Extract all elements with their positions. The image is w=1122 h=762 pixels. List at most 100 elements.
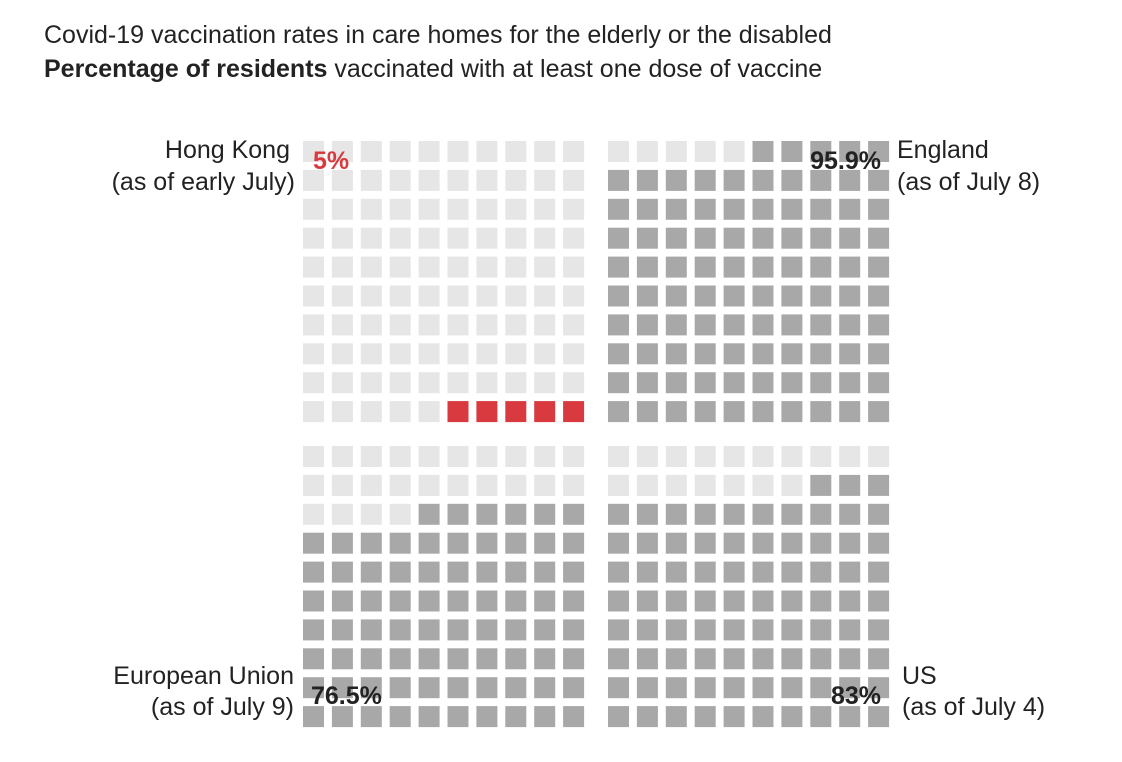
hong-kong-waffle-cell <box>563 141 585 162</box>
european-union-waffle-cell <box>534 590 556 612</box>
us-waffle-cell <box>636 503 658 525</box>
hong-kong-waffle-cell <box>303 198 324 220</box>
england-waffle-cell <box>723 343 745 365</box>
hong-kong-waffle-cell <box>534 401 556 423</box>
england-waffle-cell <box>665 314 687 336</box>
european-union-waffle-cell <box>476 561 498 583</box>
european-union-waffle-cell <box>303 474 324 496</box>
england-waffle-cell <box>752 198 774 220</box>
england-waffle-cell <box>752 401 774 423</box>
us-value-label: 83% <box>831 682 881 710</box>
us-waffle-cell <box>694 706 716 728</box>
us-waffle-cell <box>694 619 716 641</box>
hong-kong-waffle-cell <box>447 372 469 394</box>
us-waffle-cell <box>665 648 687 670</box>
us-waffle-cell <box>781 648 803 670</box>
england-waffle-cell <box>752 141 774 162</box>
england-waffle-cell <box>636 227 658 249</box>
hong-kong-waffle-cell <box>331 314 353 336</box>
us-waffle-cell <box>665 503 687 525</box>
us-waffle-cell <box>868 474 890 496</box>
hong-kong-waffle-cell <box>447 141 469 162</box>
european-union-waffle-cell <box>563 474 585 496</box>
european-union-waffle-cell <box>505 677 527 699</box>
england-waffle-cell <box>781 227 803 249</box>
hong-kong-waffle-cell <box>303 227 324 249</box>
european-union-waffle-cell <box>360 677 382 699</box>
us-waffle-cell <box>868 446 890 467</box>
hong-kong-waffle-cell <box>534 141 556 162</box>
european-union-waffle-cell <box>331 677 353 699</box>
us-waffle-cell <box>636 590 658 612</box>
us-waffle-cell <box>868 503 890 525</box>
england-waffle-cell <box>608 169 629 191</box>
european-union-waffle-cell <box>418 619 440 641</box>
hong-kong-value-label: 5% <box>313 147 349 175</box>
european-union-waffle-cell <box>447 706 469 728</box>
england-name: England <box>897 136 989 164</box>
european-union-waffle-cell <box>476 648 498 670</box>
hong-kong-waffle-cell <box>447 401 469 423</box>
european-union-waffle-cell <box>418 648 440 670</box>
hong-kong-waffle-cell <box>476 285 498 307</box>
eu-date: (as of July 9) <box>151 693 294 721</box>
us-waffle-cell <box>781 503 803 525</box>
us-waffle-cell <box>723 590 745 612</box>
european-union-waffle-cell <box>303 561 324 583</box>
european-union-waffle-cell <box>303 706 324 728</box>
hong-kong-waffle-cell <box>389 256 411 278</box>
hong-kong-waffle-cell <box>476 343 498 365</box>
hong-kong-waffle-cell <box>563 401 585 423</box>
european-union-waffle-cell <box>476 677 498 699</box>
us-waffle-cell <box>608 590 629 612</box>
hong-kong-waffle-cell <box>418 343 440 365</box>
england-waffle-cell <box>868 343 890 365</box>
england-waffle-cell <box>723 198 745 220</box>
us-waffle-cell <box>781 446 803 467</box>
us-waffle-cell <box>694 648 716 670</box>
us-waffle-cell <box>781 474 803 496</box>
us-waffle-cell <box>608 561 629 583</box>
us-waffle-cell <box>752 706 774 728</box>
england-waffle-cell <box>723 314 745 336</box>
england-waffle-cell <box>636 141 658 162</box>
us-waffle-cell <box>839 561 861 583</box>
hong-kong-waffle-cell <box>360 372 382 394</box>
hong-kong-waffle-cell <box>534 314 556 336</box>
hong-kong-waffle-cell <box>505 314 527 336</box>
european-union-waffle-cell <box>476 446 498 467</box>
hong-kong-waffle-cell <box>360 169 382 191</box>
hong-kong-waffle-cell <box>447 198 469 220</box>
european-union-waffle-cell <box>563 619 585 641</box>
hong-kong-waffle-cell <box>505 372 527 394</box>
england-waffle-cell <box>723 227 745 249</box>
european-union-waffle-cell <box>360 706 382 728</box>
england-waffle-cell <box>839 256 861 278</box>
england-waffle-cell <box>608 256 629 278</box>
us-waffle-cell <box>810 648 832 670</box>
subtitle-bold: Percentage of residents <box>44 55 328 83</box>
european-union-waffle-cell <box>389 706 411 728</box>
us-waffle-cell <box>723 446 745 467</box>
hong-kong-waffle-cell <box>303 285 324 307</box>
european-union-waffle-cell <box>389 532 411 554</box>
england-waffle-cell <box>723 141 745 162</box>
hong-kong-waffle-cell <box>418 256 440 278</box>
hong-kong-waffle-cell <box>505 401 527 423</box>
european-union-waffle-cell <box>505 590 527 612</box>
us-waffle-cell <box>608 503 629 525</box>
european-union-waffle-cell <box>389 561 411 583</box>
european-union-waffle-cell <box>331 561 353 583</box>
us-waffle-cell <box>752 619 774 641</box>
england-waffle-cell <box>694 169 716 191</box>
us-waffle-cell <box>723 619 745 641</box>
england-waffle-cell <box>839 198 861 220</box>
european-union-waffle-cell <box>389 648 411 670</box>
hong-kong-waffle-cell <box>476 372 498 394</box>
england-waffle-cell <box>781 343 803 365</box>
hong-kong-date: (as of early July) <box>112 168 295 196</box>
us-waffle-cell <box>665 532 687 554</box>
european-union-waffle-cell <box>360 561 382 583</box>
us-waffle-cell <box>723 561 745 583</box>
